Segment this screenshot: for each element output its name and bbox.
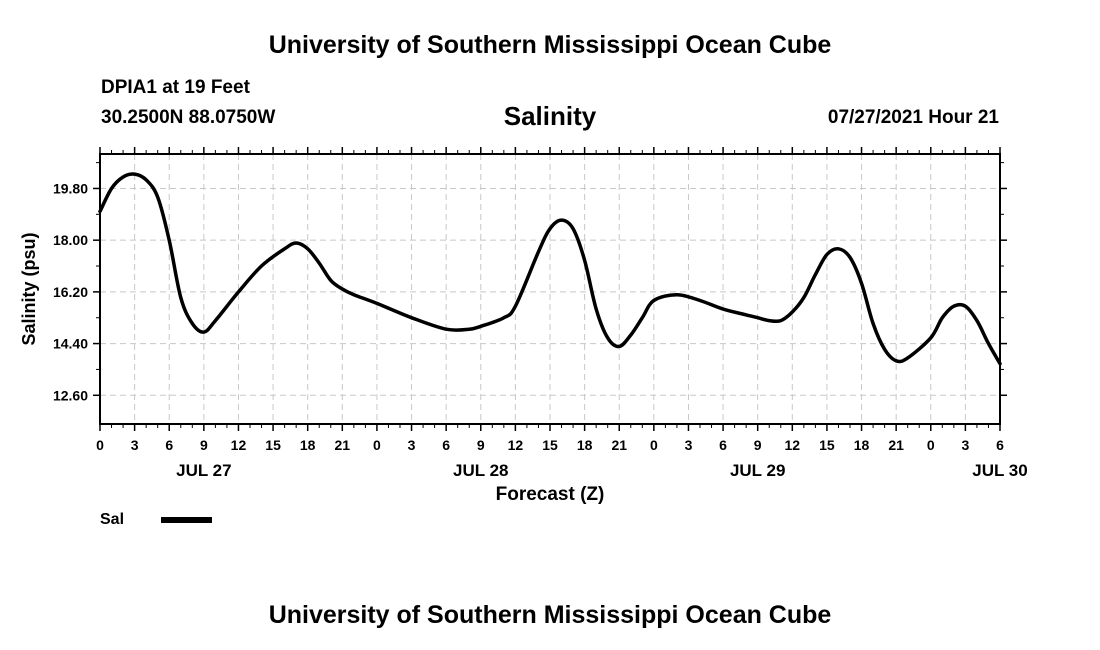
footer-title: University of Southern Mississippi Ocean… bbox=[268, 601, 832, 629]
forecast-timestamp: 07/27/2021 Hour 21 bbox=[827, 107, 999, 128]
x-tick-label: 3 bbox=[961, 437, 969, 453]
x-tick-label: 15 bbox=[265, 437, 281, 453]
coordinates-label: 30.2500N 88.0750W bbox=[101, 107, 276, 128]
x-tick-label: 21 bbox=[335, 437, 351, 453]
series-line-sal bbox=[98, 172, 1002, 366]
x-tick-label: 0 bbox=[650, 437, 658, 453]
date-label: JUL 27 bbox=[176, 461, 231, 480]
date-label: JUL 28 bbox=[453, 461, 508, 480]
x-axis-label: Forecast (Z) bbox=[496, 484, 605, 505]
date-label: JUL 30 bbox=[972, 461, 1027, 480]
x-tick-label: 18 bbox=[854, 437, 870, 453]
x-tick-label: 6 bbox=[996, 437, 1004, 453]
x-tick-label: 9 bbox=[200, 437, 208, 453]
x-tick-label: 9 bbox=[477, 437, 485, 453]
legend-label: Sal bbox=[100, 511, 124, 528]
x-tick-label: 3 bbox=[408, 437, 416, 453]
x-tick-label: 18 bbox=[300, 437, 316, 453]
x-tick-label: 18 bbox=[577, 437, 593, 453]
x-tick-label: 0 bbox=[96, 437, 104, 453]
legend: Sal bbox=[100, 511, 212, 528]
tick-labels: 0 3 6 9 12 15 18 21 0 3 6 9 12 15 18 21 0 3 6 9 12 15 18 21 0 3 6J… bbox=[53, 180, 1028, 480]
x-tick-label: 3 bbox=[131, 437, 139, 453]
station-label: DPIA1 at 19 Feet bbox=[101, 77, 250, 98]
x-tick-label: 21 bbox=[611, 437, 627, 453]
y-axis-label: Salinity (psu) bbox=[19, 232, 39, 345]
x-tick-label: 0 bbox=[373, 437, 381, 453]
series-layer bbox=[98, 172, 1002, 366]
y-tick-label: 12.60 bbox=[53, 387, 88, 403]
x-tick-label: 6 bbox=[719, 437, 727, 453]
x-tick-label: 21 bbox=[888, 437, 904, 453]
grid-lines bbox=[100, 154, 1000, 424]
x-tick-label: 12 bbox=[231, 437, 247, 453]
x-tick-label: 12 bbox=[785, 437, 801, 453]
y-tick-label: 14.40 bbox=[53, 336, 88, 352]
x-tick-label: 0 bbox=[927, 437, 935, 453]
y-tick-label: 16.20 bbox=[53, 284, 88, 300]
plot-frame bbox=[99, 153, 1001, 425]
x-tick-label: 9 bbox=[754, 437, 762, 453]
y-tick-label: 18.00 bbox=[53, 232, 88, 248]
date-label: JUL 29 bbox=[730, 461, 785, 480]
chart-title: Salinity bbox=[503, 101, 597, 131]
y-tick-label: 19.80 bbox=[53, 180, 88, 196]
x-tick-label: 3 bbox=[685, 437, 693, 453]
x-tick-label: 6 bbox=[442, 437, 450, 453]
x-tick-label: 15 bbox=[819, 437, 835, 453]
page-title: University of Southern Mississippi Ocean… bbox=[268, 31, 832, 59]
x-tick-label: 6 bbox=[165, 437, 173, 453]
x-tick-label: 15 bbox=[542, 437, 558, 453]
x-tick-label: 12 bbox=[508, 437, 524, 453]
